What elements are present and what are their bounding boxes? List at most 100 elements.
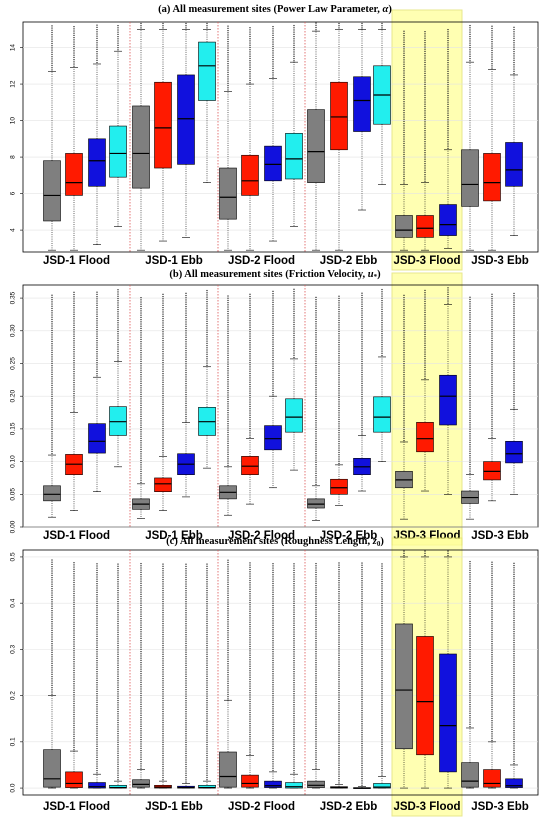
outlier-point <box>73 307 75 309</box>
outlier-point <box>361 398 363 400</box>
outlier-point <box>206 298 208 300</box>
outlier-point <box>117 357 119 359</box>
outlier-point <box>51 384 53 387</box>
box-gray <box>307 562 325 789</box>
outlier-point <box>403 362 405 365</box>
outlier-point <box>117 31 119 33</box>
outlier-point <box>491 621 493 623</box>
outlier-point <box>117 644 119 647</box>
outlier-point <box>361 371 363 374</box>
y-tick-label: 0.2 <box>10 691 17 700</box>
outlier-point <box>51 634 53 636</box>
box-body <box>198 41 216 101</box>
outlier-point <box>403 340 405 343</box>
outlier-point <box>403 398 405 400</box>
outlier-point <box>51 413 53 415</box>
outlier-point <box>227 440 229 442</box>
outlier-point <box>162 750 164 752</box>
outlier-point <box>403 164 405 167</box>
outlier-point <box>513 343 515 345</box>
outlier-point <box>96 571 98 574</box>
outlier-point <box>96 648 98 651</box>
outlier-point <box>249 571 251 573</box>
outlier-point <box>51 665 53 667</box>
outlier-point <box>162 574 164 576</box>
outlier-point <box>469 690 471 692</box>
outlier-point <box>272 303 274 306</box>
outlier-point <box>338 462 340 465</box>
outlier-point <box>185 312 187 314</box>
box-blue <box>88 563 106 789</box>
outlier-point <box>73 597 75 599</box>
box-red <box>154 293 172 511</box>
outlier-point <box>315 314 317 316</box>
outlier-point <box>491 636 493 638</box>
outlier-point <box>315 301 317 303</box>
outlier-point <box>491 561 493 563</box>
outlier-point <box>293 356 295 359</box>
outlier-point <box>140 420 142 422</box>
outlier-point <box>491 676 493 678</box>
outlier-point <box>338 751 340 753</box>
outlier-point <box>403 404 405 406</box>
outlier-point <box>338 744 340 747</box>
outlier-point <box>206 710 208 713</box>
outlier-point <box>315 657 317 659</box>
outlier-point <box>381 591 383 594</box>
outlier-point <box>117 673 119 675</box>
outlier-point <box>315 765 317 767</box>
outlier-point <box>361 426 363 429</box>
outlier-point <box>51 577 53 579</box>
outlier-point <box>403 550 405 552</box>
outlier-point <box>227 687 229 689</box>
outlier-point <box>162 346 164 348</box>
outlier-point <box>315 426 317 428</box>
outlier-point <box>206 713 208 715</box>
outlier-point <box>117 660 119 662</box>
outlier-point <box>249 663 251 665</box>
box-body <box>264 425 282 451</box>
outlier-point <box>361 402 363 404</box>
outlier-point <box>249 573 251 575</box>
outlier-point <box>469 673 471 675</box>
outlier-point <box>249 725 251 727</box>
outlier-point <box>227 332 229 335</box>
outlier-point <box>96 745 98 747</box>
outlier-point <box>403 39 405 41</box>
outlier-point <box>162 350 164 353</box>
outlier-point <box>140 716 142 719</box>
outlier-point <box>162 695 164 697</box>
outlier-point <box>424 127 426 130</box>
outlier-point <box>338 350 340 352</box>
outlier-point <box>403 424 405 426</box>
outlier-point <box>272 719 274 721</box>
outlier-point <box>513 314 515 317</box>
outlier-point <box>469 620 471 622</box>
outlier-point <box>162 658 164 660</box>
outlier-point <box>315 650 317 653</box>
outlier-point <box>206 677 208 680</box>
outlier-point <box>96 582 98 585</box>
outlier-point <box>140 336 142 338</box>
outlier-point <box>338 388 340 390</box>
outlier-point <box>249 53 251 55</box>
outlier-point <box>51 31 53 34</box>
outlier-point <box>361 338 363 341</box>
outlier-point <box>361 663 363 665</box>
outlier-point <box>381 596 383 598</box>
outlier-point <box>403 129 405 131</box>
outlier-point <box>293 44 295 46</box>
outlier-point <box>140 479 142 481</box>
outlier-point <box>381 772 383 774</box>
outlier-point <box>381 624 383 627</box>
outlier-point <box>117 728 119 730</box>
outlier-point <box>381 613 383 616</box>
outlier-point <box>447 287 449 289</box>
outlier-point <box>51 691 53 693</box>
outlier-point <box>73 603 75 606</box>
outlier-point <box>96 366 98 368</box>
outlier-point <box>315 312 317 314</box>
outlier-point <box>249 615 251 617</box>
outlier-point <box>361 668 363 670</box>
